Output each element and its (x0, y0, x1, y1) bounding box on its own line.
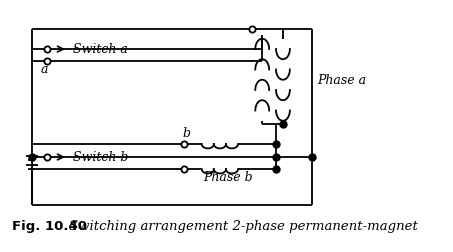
Text: Phase b: Phase b (203, 171, 253, 184)
Text: Fig. 10.40: Fig. 10.40 (12, 219, 87, 232)
Text: Phase a: Phase a (318, 74, 366, 87)
Text: a: a (40, 62, 48, 75)
Text: Switch b: Switch b (73, 150, 129, 163)
Text: Switch a: Switch a (73, 43, 128, 55)
Text: b: b (183, 127, 191, 140)
Text: Switching arrangement 2-phase permanent-magnet: Switching arrangement 2-phase permanent-… (69, 219, 418, 232)
